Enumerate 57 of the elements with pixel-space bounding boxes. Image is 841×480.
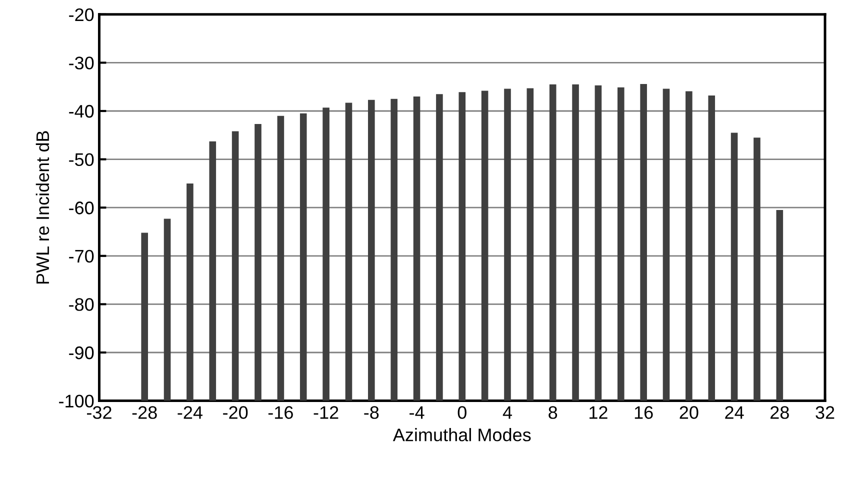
bar [708, 96, 716, 401]
bar [686, 91, 692, 401]
bar [209, 141, 216, 401]
bar [186, 183, 194, 401]
bar [481, 90, 488, 401]
bar [436, 94, 443, 401]
x-tick-label: 12 [590, 406, 608, 419]
x-tick-label: -32 [86, 406, 112, 419]
bar [345, 102, 352, 401]
bar [368, 100, 375, 401]
x-tick-label: 24 [725, 406, 744, 419]
bar [662, 88, 670, 401]
bar [754, 138, 760, 401]
x-tick-label: 4 [502, 406, 512, 419]
bar [254, 124, 262, 401]
bar [572, 84, 579, 401]
x-tick-label: -16 [268, 406, 293, 419]
x-tick-label: -8 [364, 406, 379, 419]
bar [730, 132, 738, 401]
bar [300, 113, 307, 401]
bar [594, 85, 602, 401]
y-tick-label: -70 [69, 250, 94, 263]
bar [458, 92, 466, 401]
y-axis-title: PWL re Incident dB [36, 131, 50, 284]
x-tick-label: -4 [410, 406, 424, 419]
x-tick-label: 0 [458, 406, 466, 419]
bar [232, 131, 239, 401]
bar [640, 84, 647, 401]
bar [776, 210, 784, 401]
x-tick-label: -24 [178, 406, 202, 419]
y-tick-label: -80 [69, 298, 94, 311]
bar [164, 218, 171, 401]
y-tick-label: -90 [69, 346, 94, 360]
bar [504, 88, 511, 401]
x-tick-label: 32 [816, 406, 834, 419]
bar [413, 96, 420, 401]
bar [526, 88, 534, 401]
bar [549, 84, 556, 401]
bar [322, 108, 330, 401]
y-tick-label: -20 [69, 8, 94, 22]
y-tick-label: -50 [69, 153, 94, 166]
x-tick-label: 16 [634, 406, 653, 419]
x-tick-label: 28 [770, 406, 789, 419]
bar [390, 98, 398, 401]
bar [141, 232, 148, 401]
y-tick-label: -60 [69, 202, 94, 214]
x-tick-label: -20 [223, 406, 248, 419]
bar [617, 87, 624, 401]
y-tick-label: -40 [69, 104, 94, 118]
y-tick-label: -100 [59, 394, 94, 408]
x-tick-label: 8 [548, 406, 558, 419]
x-axis-title: Azimuthal Modes [392, 428, 531, 442]
y-tick-label: -30 [69, 56, 94, 70]
x-tick-label: -12 [314, 406, 338, 419]
bar [277, 116, 284, 401]
x-tick-label: 20 [680, 406, 698, 419]
x-tick-label: -28 [132, 406, 157, 419]
